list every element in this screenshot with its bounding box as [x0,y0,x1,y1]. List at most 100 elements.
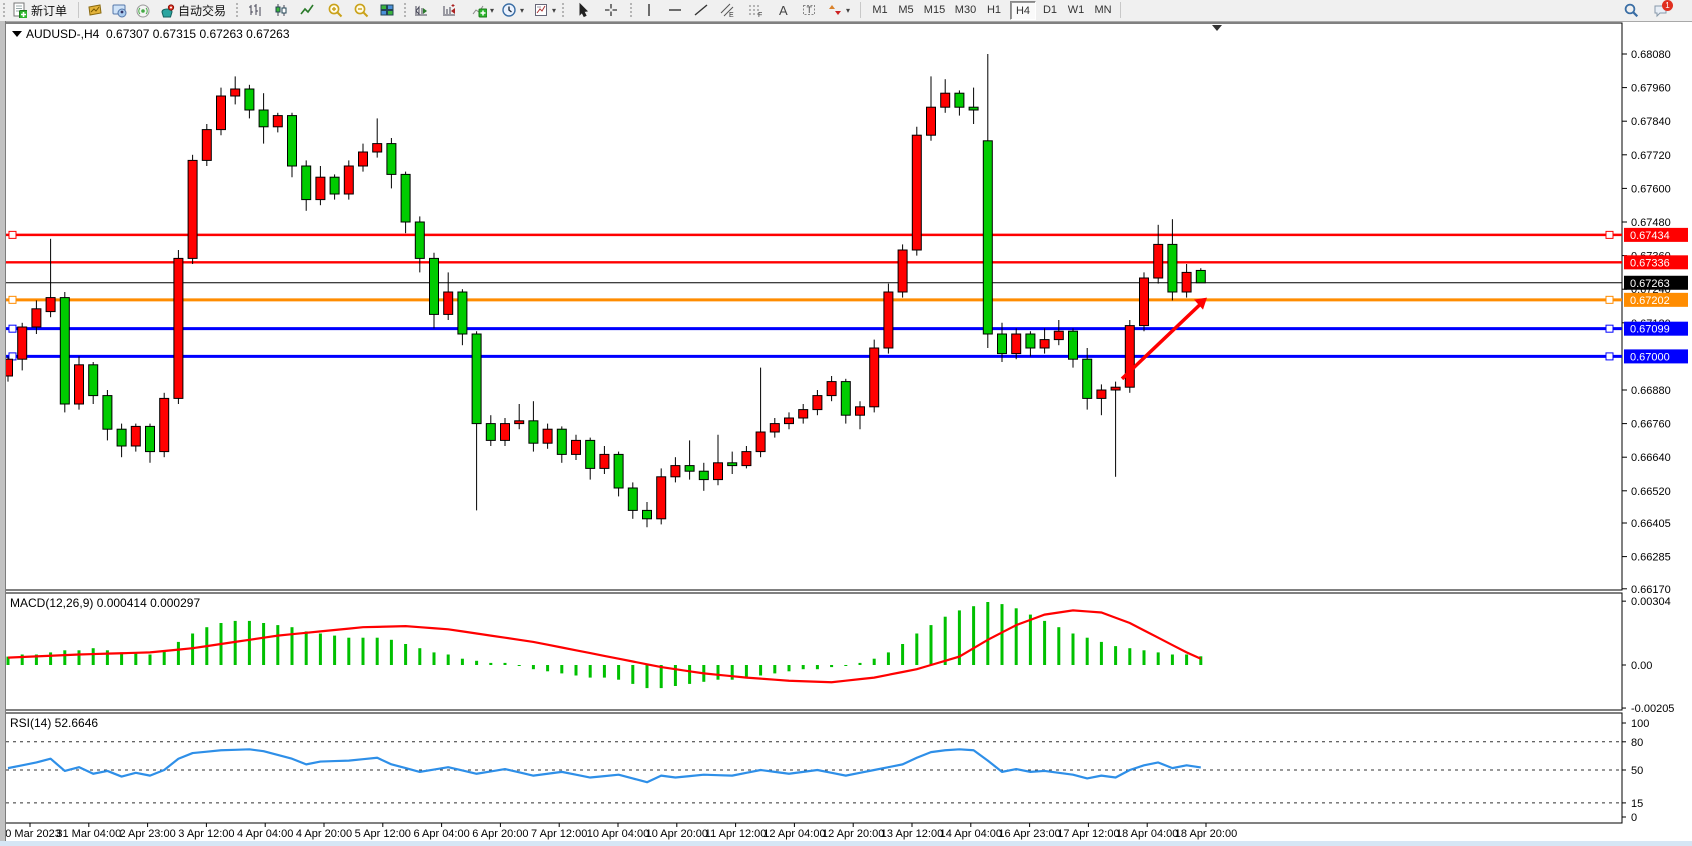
candlestick-chart-icon[interactable] [272,1,290,19]
macd-bar [120,652,124,665]
arrow-object[interactable] [1120,297,1207,381]
candle [173,257,184,399]
dropdown-arrow-icon[interactable]: ▾ [551,5,556,15]
ohlc-values: 0.67307 0.67315 0.67263 0.67263 [106,27,290,41]
candle [1039,339,1050,349]
macd-bar [716,665,720,680]
cursor-icon[interactable] [574,1,592,19]
candle [88,364,99,397]
crosshair-icon[interactable] [602,1,620,19]
auto-scroll-icon[interactable] [412,1,430,19]
candle [500,423,510,441]
price-badge [1624,255,1688,270]
timeframe-button-m30[interactable]: M30 [954,3,977,16]
line-handle [8,295,17,304]
rsi-tick-label: 100 [1631,718,1649,730]
chart-window[interactable]: 0.68080 0.67960 0.67840 0.67720 0.67600 0.674… [0,22,1692,846]
macd-bar [34,654,38,665]
price-badge-label: 0.67263 [1630,278,1670,290]
arrows-icon[interactable] [826,1,844,19]
candle [102,395,113,430]
fibonacci-icon[interactable]: F [746,1,764,19]
candle [74,364,84,405]
timeframe-button-d1[interactable]: D1 [1042,3,1058,16]
macd-bar [1057,627,1061,665]
text-label-icon[interactable]: T [800,1,818,19]
indicators-icon[interactable] [470,1,488,19]
candle [585,439,596,469]
symbol-dropdown-icon[interactable] [12,31,22,37]
line-chart-icon[interactable] [298,1,316,19]
price-tick-label: 0.68080 [1631,49,1671,61]
macd-bar [20,654,24,665]
time-tick-label: 16 Apr 23:00 [998,828,1060,840]
horizontal-line-icon[interactable] [666,1,684,19]
template-icon[interactable] [532,1,550,19]
tile-windows-icon[interactable] [378,1,396,19]
trendline-icon[interactable] [692,1,710,19]
candle [713,462,723,481]
timeframe-button-h1[interactable]: H1 [986,3,1002,16]
macd-bar [901,644,905,665]
zoom-out-icon[interactable] [352,1,370,19]
timeframe-button-m1[interactable]: M1 [872,3,888,16]
macd-bar [1071,633,1075,665]
candle [1124,325,1135,388]
search-icon[interactable] [1622,1,1640,19]
candle [116,428,127,447]
candle [741,451,752,467]
time-tick-label: 4 Apr 04:00 [237,828,293,840]
auto-trading-button[interactable]: 自动交易 [178,3,227,18]
macd-axis: 0.00304 0.00 -0.00205 [1622,596,1674,715]
auto-trading-icon[interactable] [158,1,176,19]
macd-bar [318,633,322,665]
price-badge [1624,321,1688,336]
candle [755,431,766,453]
macd-bar [844,665,848,666]
macd-bar [276,625,280,665]
rsi-tick-label: 0 [1631,812,1637,824]
period-clock-icon[interactable] [500,1,518,19]
candle [1110,386,1121,391]
signal-icon[interactable] [134,1,152,19]
candle [656,476,667,520]
candle [784,417,794,425]
new-order-button[interactable]: 新订单 [31,3,68,18]
timeframe-button-m5[interactable]: M5 [898,3,914,16]
time-tick-label: 12 Apr 20:00 [822,828,884,840]
chart-gold-icon[interactable] [86,1,104,19]
timeframe-button-h4[interactable]: H4 [1010,1,1036,20]
timeframe-button-m15[interactable]: M15 [923,3,946,16]
candle [1053,330,1064,341]
chart-shift-icon[interactable] [440,1,458,19]
macd-bar [1043,620,1047,665]
new-order-icon[interactable] [10,1,28,19]
macd-bar [858,662,862,665]
candle [869,347,880,408]
toolbar-grip [3,3,8,17]
dropdown-arrow-icon[interactable]: ▾ [489,5,494,15]
equidistant-channel-icon[interactable]: E [718,1,736,19]
candle [301,165,312,201]
macd-bar [659,665,663,689]
market-watch-icon[interactable] [110,1,128,19]
horizontal-line-objects[interactable] [6,230,1622,361]
dropdown-arrow-icon[interactable]: ▾ [519,5,524,15]
text-icon[interactable]: A [774,1,792,19]
timeframe-button-mn[interactable]: MN [1094,3,1112,16]
bar-chart-icon[interactable] [246,1,264,19]
vertical-line-icon[interactable] [640,1,658,19]
timeframe-button-w1[interactable]: W1 [1067,3,1085,16]
candle [982,140,993,335]
macd-bar [929,625,933,665]
macd-bar [673,665,677,686]
dropdown-arrow-icon[interactable]: ▾ [845,5,850,15]
candle [287,115,297,167]
macd-bar [1156,652,1160,665]
chart-shift-marker[interactable] [1212,25,1222,31]
candle [940,92,951,108]
zoom-in-icon[interactable] [326,1,344,19]
macd-bar [1028,614,1032,665]
